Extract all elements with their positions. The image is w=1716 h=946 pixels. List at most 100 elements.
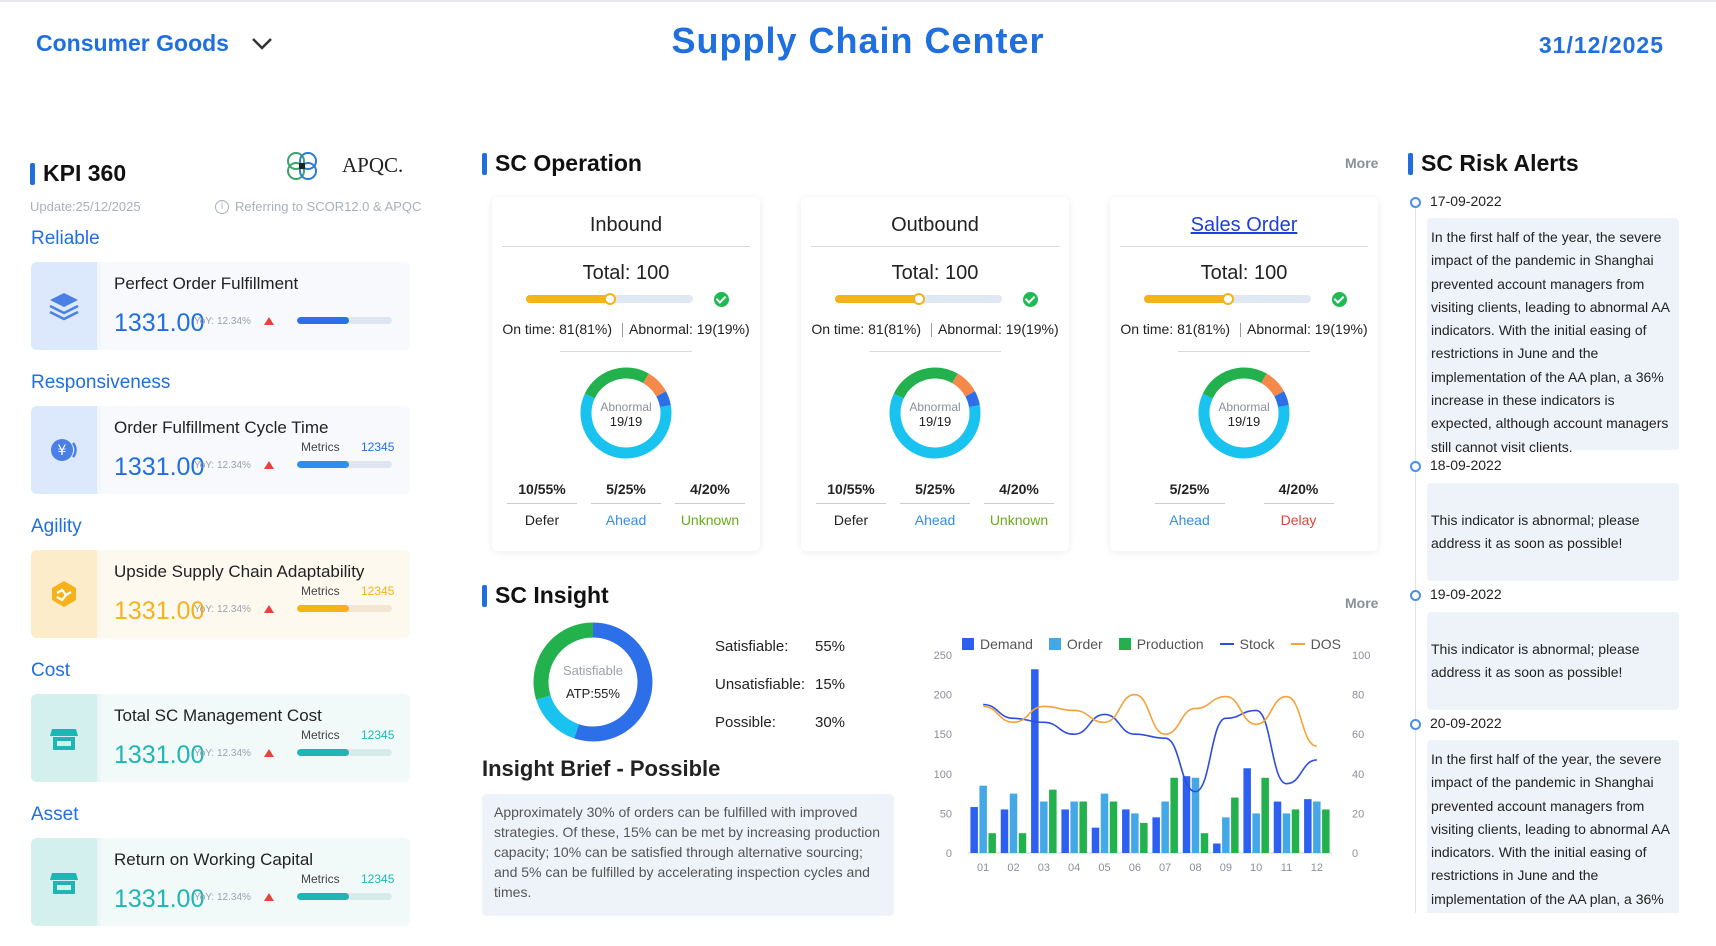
atp-donut-caption: Satisfiable — [563, 663, 623, 678]
kpi-icon-box — [31, 550, 97, 638]
kpi-card-order-cycle-time[interactable]: ¥ Order Fulfillment Cycle Time Metrics 1… — [31, 406, 410, 494]
op-abnormal: Abnormal: 19(19%) — [938, 321, 1059, 337]
kpi-metrics-label: Metrics — [301, 872, 340, 886]
y-left-tick-label: 100 — [934, 769, 952, 781]
op-stat-ahead: 5/25% Ahead — [900, 481, 970, 528]
kpi-card-supply-chain-adaptability[interactable]: Upside Supply Chain Adaptability Metrics… — [31, 550, 410, 638]
kpi-card-perfect-order[interactable]: Perfect Order Fulfillment 1331.00 YoY: 1… — [31, 262, 410, 350]
op-on-time: On time: 81(81%) — [502, 321, 613, 337]
kpi-card-body: Return on Working Capital Metrics 12345 … — [101, 838, 410, 926]
donut-label: Abnormal — [909, 400, 961, 414]
kpi-title: KPI 360 — [43, 160, 127, 186]
legend-item-dos[interactable]: DOS — [1290, 636, 1341, 652]
op-card-title-link[interactable]: Sales Order — [1190, 214, 1298, 236]
operation-card-outbound[interactable]: Outbound Total: 100 On time: 81(81%) Abno… — [801, 197, 1069, 551]
kpi-card-return-working-capital[interactable]: Return on Working Capital Metrics 12345 … — [31, 838, 410, 926]
kpi-card-total-sc-cost[interactable]: Total SC Management Cost Metrics 12345 1… — [31, 694, 410, 782]
divider — [502, 246, 750, 247]
line-dos — [983, 693, 1318, 747]
operation-card-sales-order[interactable]: Sales Order Total: 100 On time: 81(81%) A… — [1110, 197, 1378, 551]
x-tick-label: 06 — [1129, 862, 1141, 874]
op-stat-delay: 4/20% Delay — [1263, 481, 1334, 528]
x-tick-label: 08 — [1189, 862, 1201, 874]
bar-order — [1282, 813, 1291, 853]
bar-demand — [1304, 799, 1312, 853]
kpi-yoy: YoY: 12.34% — [194, 460, 251, 471]
heading-accent-bar — [1408, 152, 1413, 175]
op-abnormal: Abnormal: 19(19%) — [1247, 321, 1368, 337]
op-stat-ahead: 5/25% Ahead — [1154, 481, 1225, 528]
trend-up-icon — [264, 605, 274, 613]
donut-label: Abnormal — [600, 400, 652, 414]
risk-alert-date: 19-09-2022 — [1430, 586, 1502, 602]
kpi-name: Perfect Order Fulfillment — [114, 274, 299, 293]
op-total: Total: 100 — [891, 262, 979, 284]
abnormal-donut-chart — [1198, 367, 1290, 459]
kpi-card-body: Order Fulfillment Cycle Time Metrics 123… — [101, 406, 410, 494]
x-tick-label: 12 — [1311, 862, 1323, 874]
category-selector[interactable]: Consumer Goods — [36, 30, 273, 57]
info-icon: i — [215, 199, 229, 214]
check-circle-icon — [1332, 292, 1347, 307]
bar-production — [1231, 797, 1239, 853]
operation-more-link[interactable]: More — [1345, 155, 1379, 171]
store-icon — [50, 729, 78, 750]
kpi-icon-box: ¥ — [31, 406, 97, 494]
risk-alerts-list[interactable]: 17-09-2022 In the first half of the year… — [1408, 193, 1680, 913]
risk-alert-date: 17-09-2022 — [1430, 193, 1502, 209]
x-tick-label: 02 — [1007, 862, 1019, 874]
kpi-metrics-label: Metrics — [301, 440, 340, 454]
legend-item-stock[interactable]: Stock — [1219, 636, 1275, 652]
trend-up-icon — [264, 317, 274, 325]
operation-heading: SC Operation — [482, 150, 642, 177]
divider — [560, 351, 692, 352]
insight-stat-row: Possible: 30% — [715, 714, 846, 731]
x-tick-label: 04 — [1068, 862, 1080, 874]
current-date: 31/12/2025 — [1538, 32, 1664, 58]
risk-alert-text: In the first half of the year, the sever… — [1427, 218, 1679, 455]
top-border — [0, 0, 1716, 2]
kpi-icon-box — [31, 262, 97, 350]
kpi-yoy: YoY: 12.34% — [194, 748, 251, 759]
legend-item-order[interactable]: Order — [1048, 636, 1103, 652]
timeline-dot-icon — [1410, 590, 1421, 601]
heading-accent-bar — [30, 162, 35, 185]
y-left-tick-label: 200 — [934, 690, 952, 702]
y-left-tick-label: 50 — [940, 808, 952, 820]
operation-card-inbound[interactable]: Inbound Total: 100 On time: 81(81%) Abnor… — [492, 197, 760, 551]
legend-item-demand[interactable]: Demand — [962, 636, 1033, 652]
op-card-title: Inbound — [589, 214, 663, 236]
atp-donut-value: ATP:55% — [566, 686, 620, 701]
risk-title: SC Risk Alerts — [1421, 150, 1579, 176]
kpi-category-asset: Asset — [31, 804, 79, 825]
kpi-metrics-value: 12345 — [361, 728, 395, 742]
chevron-down-icon[interactable] — [251, 37, 273, 51]
kpi-category-responsiveness: Responsiveness — [31, 372, 171, 393]
bar-demand — [1273, 801, 1282, 853]
op-status: On time: 81(81%) Abnormal: 19(19%) — [492, 321, 760, 338]
insight-brief-text: Approximately 30% of orders can be fulfi… — [482, 794, 894, 916]
y-left-tick-label: 0 — [946, 848, 952, 860]
trend-up-icon — [264, 461, 274, 469]
kpi-progress-bar — [297, 893, 392, 900]
op-stat-ahead: 5/25% Ahead — [591, 481, 661, 528]
insight-more-link[interactable]: More — [1345, 595, 1379, 611]
kpi-metrics-value: 12345 — [361, 872, 395, 886]
kpi-metrics-label: Metrics — [301, 728, 340, 742]
op-total: Total: 100 — [582, 262, 670, 284]
bar-order — [1252, 813, 1260, 853]
op-status: On time: 81(81%) Abnormal: 19(19%) — [1110, 321, 1378, 338]
op-breakdown: 10/55% Defer 5/25% Ahead 4/20% Unknown — [492, 481, 760, 528]
bar-order — [1131, 813, 1139, 853]
donut-value: 19/19 — [918, 414, 952, 429]
bar-demand — [1243, 768, 1251, 853]
kpi-category-cost: Cost — [31, 660, 71, 681]
bar-order — [1191, 777, 1200, 853]
bar-order — [1313, 801, 1321, 853]
apqc-logo: APQC. — [342, 152, 404, 177]
op-total: Total: 100 — [1200, 262, 1288, 284]
insight-stats: Satisfiable: 55% Unsatisfiable: 15% Possib… — [715, 638, 845, 752]
kpi-icon-box — [31, 694, 97, 782]
legend-item-production[interactable]: Production — [1118, 636, 1204, 652]
legend-line — [1219, 643, 1234, 645]
